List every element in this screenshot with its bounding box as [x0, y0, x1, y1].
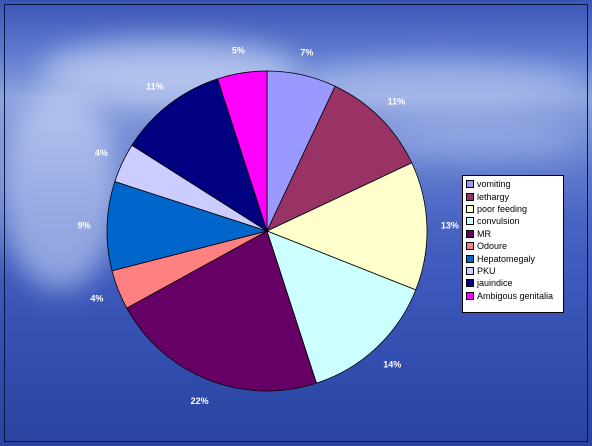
- legend-item: Ambigous genitalia: [466, 290, 563, 302]
- legend-item: jauindice: [466, 277, 563, 289]
- pie-data-label: 14%: [383, 359, 401, 369]
- pie-chart: 7% 11% 13% 14% 22% 4% 9% 4% 11% 5%: [78, 45, 459, 406]
- pie-data-label: 11%: [146, 81, 164, 91]
- legend-item: Hepatomegaly: [466, 252, 563, 264]
- legend-item: poor feeding: [466, 203, 563, 215]
- pie-slice-mr: [126, 230, 317, 392]
- legend-label: vomiting: [477, 179, 511, 190]
- legend-swatch: [466, 291, 474, 300]
- legend-item: convulsion: [466, 215, 563, 227]
- legend-item: vomiting: [466, 178, 563, 190]
- pie-data-label: 7%: [300, 47, 313, 57]
- legend-swatch: [466, 242, 474, 251]
- pie-data-label: 4%: [95, 148, 108, 158]
- legend-swatch: [466, 229, 474, 238]
- legend-label: jauindice: [477, 278, 513, 289]
- legend-swatch: [466, 217, 474, 226]
- legend-item: PKU: [466, 265, 563, 277]
- legend-label: MR: [477, 228, 491, 239]
- legend-swatch: [466, 279, 474, 288]
- legend-swatch: [466, 204, 474, 213]
- legend-swatch: [466, 254, 474, 263]
- legend-label: convulsion: [477, 216, 520, 227]
- pie-slice-hepatomegaly: [106, 181, 269, 272]
- legend-label: PKU: [477, 265, 496, 276]
- pie-slice-lethargy: [266, 85, 413, 232]
- background-cloud: [380, 120, 580, 160]
- legend-label: poor feeding: [477, 203, 528, 214]
- legend-label: Odoure: [477, 241, 508, 252]
- legend-swatch: [466, 180, 474, 189]
- legend-label: Ambigous genitalia: [477, 290, 554, 301]
- pie-data-label: 5%: [232, 45, 245, 55]
- legend-swatch: [466, 192, 474, 201]
- legend-item: Odoure: [466, 240, 563, 252]
- pie-data-label: 9%: [78, 220, 91, 230]
- pie-slice-poor-feeding: [265, 162, 428, 291]
- legend-swatch: [466, 266, 474, 275]
- pie-data-label: 22%: [191, 396, 209, 406]
- pie-data-label: 13%: [441, 220, 459, 230]
- legend-label: lethargy: [477, 191, 510, 202]
- chart-legend: vomiting lethargy poor feeding convulsion MR…: [462, 175, 564, 313]
- legend-item: MR: [466, 228, 563, 240]
- chart-frame: 7% 11% 13% 14% 22% 4% 9% 4% 11% 5% vomiting lethar…: [4, 4, 588, 442]
- legend-item: lethargy: [466, 190, 563, 202]
- pie-data-label: 11%: [388, 97, 406, 107]
- background-cloud: [0, 90, 120, 290]
- pie-slice-jauindice: [131, 78, 268, 232]
- pie-slice-ambigous-genitalia: [217, 70, 268, 232]
- pie-data-label: 4%: [90, 293, 103, 303]
- legend-label: Hepatomegaly: [477, 253, 536, 264]
